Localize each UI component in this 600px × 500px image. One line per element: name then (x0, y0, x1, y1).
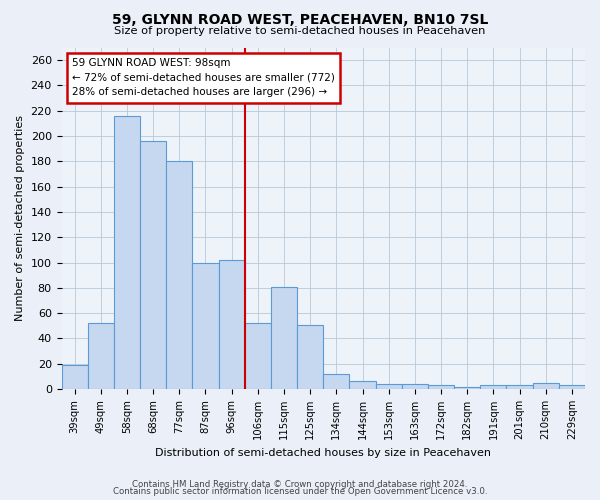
Bar (323, 374, 349, 389)
Bar (166, 162, 193, 389)
Bar (245, 324, 271, 389)
X-axis label: Distribution of semi-detached houses by size in Peacehaven: Distribution of semi-detached houses by … (155, 448, 491, 458)
Bar (533, 382, 559, 389)
Bar (297, 324, 323, 389)
Bar (402, 384, 428, 389)
Bar (454, 386, 481, 389)
Text: 59 GLYNN ROAD WEST: 98sqm
← 72% of semi-detached houses are smaller (772)
28% of: 59 GLYNN ROAD WEST: 98sqm ← 72% of semi-… (72, 58, 335, 98)
Bar (88, 324, 114, 389)
Bar (114, 116, 140, 389)
Text: Contains HM Land Registry data © Crown copyright and database right 2024.: Contains HM Land Registry data © Crown c… (132, 480, 468, 489)
Bar (349, 382, 376, 389)
Y-axis label: Number of semi-detached properties: Number of semi-detached properties (15, 116, 25, 322)
Bar (506, 386, 533, 389)
Bar (140, 141, 166, 389)
Bar (481, 386, 506, 389)
Bar (218, 260, 245, 389)
Bar (376, 384, 402, 389)
Bar (559, 386, 585, 389)
Bar (193, 262, 218, 389)
Bar (271, 286, 297, 389)
Bar (62, 365, 88, 389)
Text: Size of property relative to semi-detached houses in Peacehaven: Size of property relative to semi-detach… (115, 26, 485, 36)
Bar (428, 386, 454, 389)
Text: Contains public sector information licensed under the Open Government Licence v3: Contains public sector information licen… (113, 487, 487, 496)
Text: 59, GLYNN ROAD WEST, PEACEHAVEN, BN10 7SL: 59, GLYNN ROAD WEST, PEACEHAVEN, BN10 7S… (112, 12, 488, 26)
